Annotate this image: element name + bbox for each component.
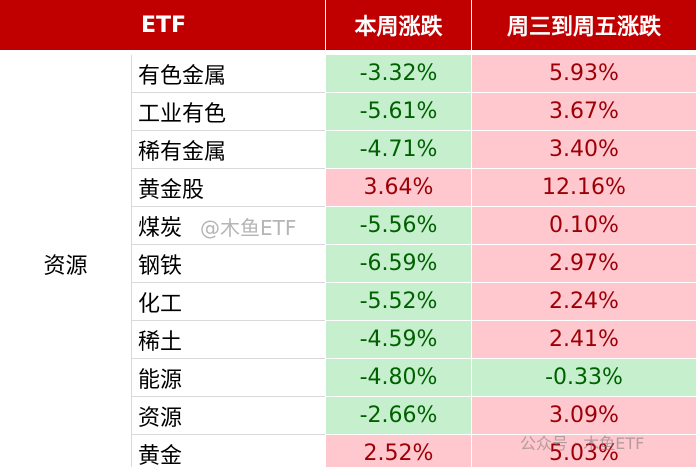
change-value: -5.52% [325, 283, 471, 321]
header-blank [0, 0, 131, 50]
change-value: -5.56% [325, 207, 471, 245]
change-value: 2.52% [325, 435, 471, 467]
change-value: 2.97% [471, 245, 696, 283]
change-value: 12.16% [471, 169, 696, 207]
change-value: -0.33% [471, 359, 696, 397]
etf-name: 钢铁 [131, 245, 325, 283]
change-value: -6.59% [325, 245, 471, 283]
header-cell: 本周涨跌 [325, 0, 471, 50]
etf-name: 资源 [131, 397, 325, 435]
change-value: 3.40% [471, 131, 696, 169]
change-value: -4.71% [325, 131, 471, 169]
etf-name: 黄金股 [131, 169, 325, 207]
change-value: -2.66% [325, 397, 471, 435]
etf-name: 化工 [131, 283, 325, 321]
etf-name: 稀土 [131, 321, 325, 359]
change-value: -3.32% [325, 55, 471, 93]
etf-name: 稀有金属 [131, 131, 325, 169]
watermark: @木鱼ETF [200, 216, 297, 240]
change-value: 5.93% [471, 55, 696, 93]
group-label: 资源 [43, 254, 88, 279]
change-value: -5.61% [325, 93, 471, 131]
change-value: 3.67% [471, 93, 696, 131]
change-value: 3.09% [471, 397, 696, 435]
change-value: 2.41% [471, 321, 696, 359]
header-cell: ETF [131, 0, 325, 50]
change-value: -4.80% [325, 359, 471, 397]
etf-name: 能源 [131, 359, 325, 397]
etf-name: 有色金属 [131, 55, 325, 93]
etf-name: 煤炭 [131, 207, 325, 245]
header-cell: 周三到周五涨跌 [471, 0, 696, 50]
change-value: 5.03% [471, 435, 696, 467]
change-value: -4.59% [325, 321, 471, 359]
etf-name: 工业有色 [131, 93, 325, 131]
change-value: 2.24% [471, 283, 696, 321]
change-value: 3.64% [325, 169, 471, 207]
watermark: 公众号 · 木鱼ETF [520, 434, 645, 453]
etf-name: 黄金 [131, 435, 325, 467]
change-value: 0.10% [471, 207, 696, 245]
